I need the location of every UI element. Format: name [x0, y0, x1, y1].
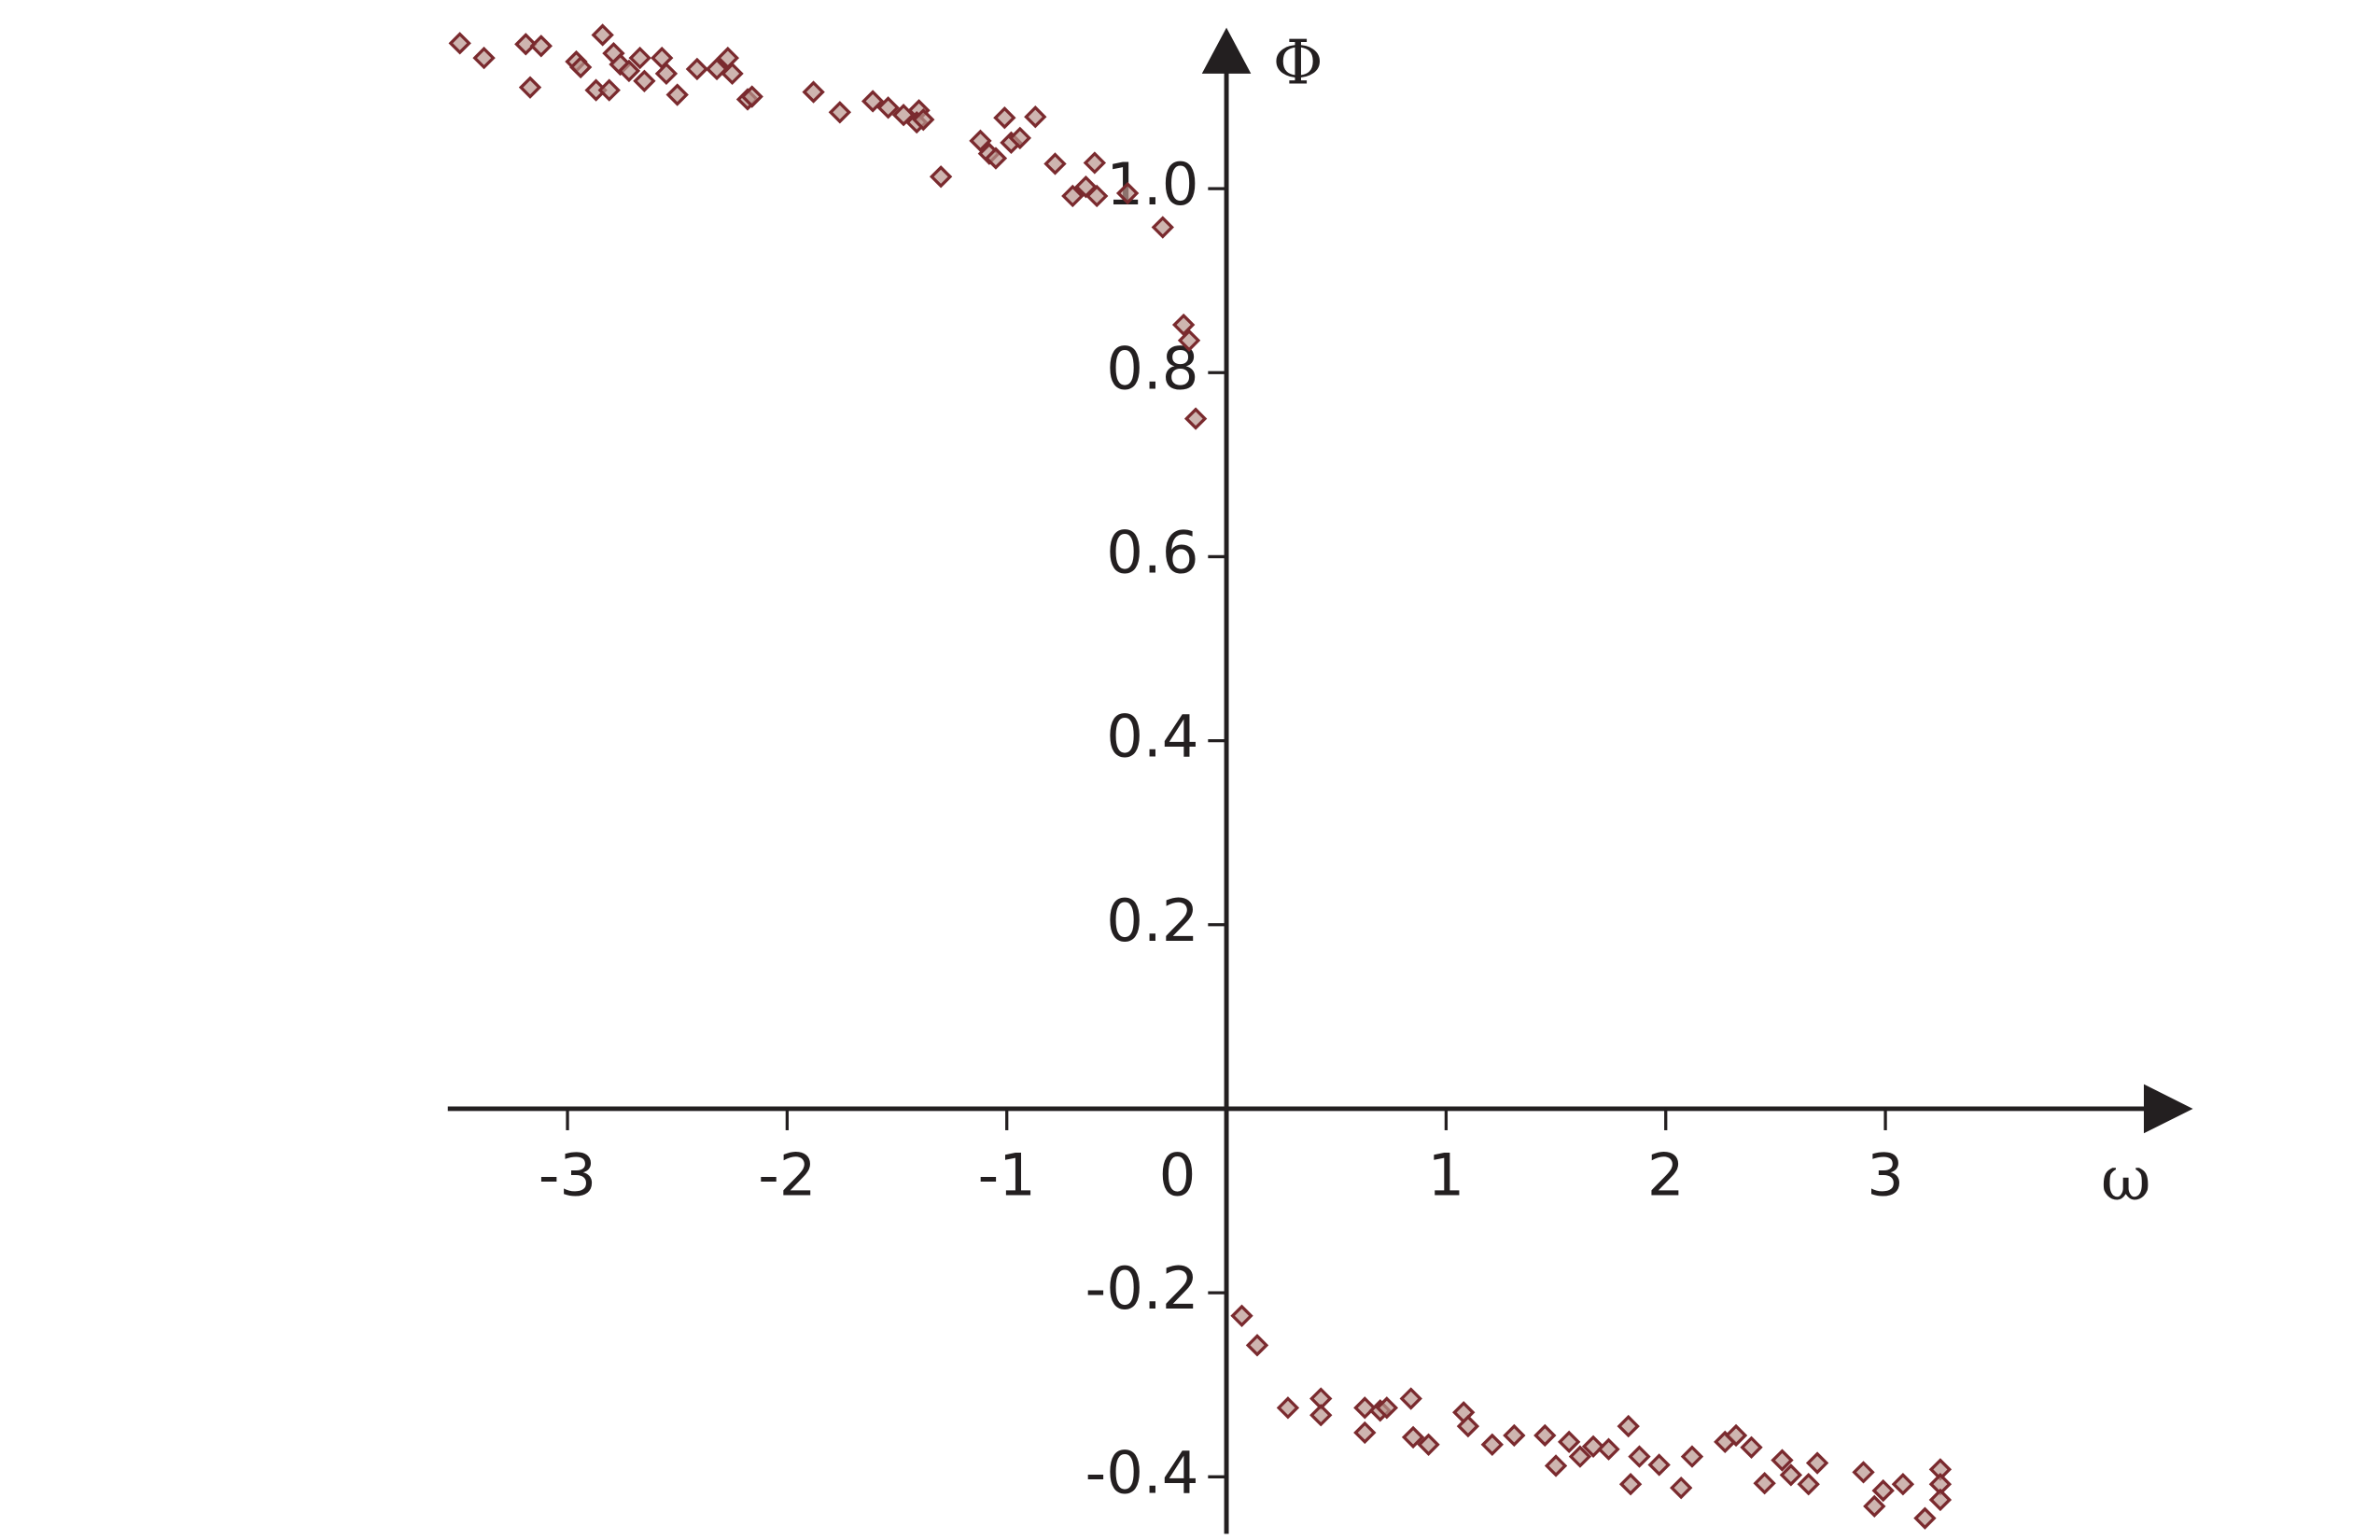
data-point	[1480, 1433, 1504, 1456]
data-point	[448, 32, 471, 55]
data-point	[1670, 1476, 1693, 1500]
x-tick-label: 2	[1647, 1141, 1685, 1210]
data-point	[1852, 1461, 1875, 1484]
data-point	[568, 55, 593, 79]
y-tick-label: 1.0	[1106, 150, 1198, 218]
data-point	[1581, 1435, 1605, 1458]
data-point	[1401, 1425, 1425, 1449]
data-point	[597, 78, 621, 102]
data-point	[1503, 1423, 1526, 1448]
data-point	[1230, 1304, 1253, 1327]
data-point	[1309, 1404, 1333, 1427]
y-axis-arrow	[1201, 27, 1252, 74]
y-axis-title: Φ	[1273, 27, 1323, 98]
data-point	[628, 46, 651, 70]
data-point	[1891, 1473, 1915, 1496]
data-point	[1928, 1488, 1953, 1512]
data-point	[633, 69, 656, 92]
data-point	[1753, 1472, 1776, 1495]
x-tick-label: 3	[1867, 1141, 1904, 1210]
data-point	[993, 106, 1016, 130]
data-point	[1171, 313, 1196, 337]
data-point	[1617, 1414, 1640, 1438]
data-point	[1647, 1453, 1671, 1477]
data-point	[1399, 1387, 1422, 1410]
data-point	[1740, 1435, 1763, 1459]
y-tick-label: -0.4	[1085, 1438, 1199, 1506]
data-point	[1597, 1437, 1620, 1461]
data-point	[1245, 1334, 1269, 1357]
data-point	[1724, 1423, 1748, 1448]
data-point	[1115, 181, 1140, 205]
data-point	[1533, 1423, 1557, 1448]
x-tick-label: 1	[1428, 1141, 1465, 1210]
data-point	[984, 147, 1008, 170]
data-point	[1618, 1473, 1643, 1496]
x-tick-label: -3	[539, 1141, 596, 1210]
data-point	[1544, 1454, 1568, 1477]
y-tick-label: -0.2	[1085, 1254, 1199, 1323]
data-point	[1353, 1421, 1377, 1445]
data-point	[518, 76, 542, 99]
data-point	[828, 101, 852, 124]
data-point	[1417, 1433, 1440, 1456]
data-point	[514, 33, 538, 56]
data-point	[617, 59, 641, 83]
data-point	[591, 23, 614, 47]
data-point	[654, 62, 679, 86]
data-point	[1375, 1396, 1399, 1420]
data-point	[969, 129, 992, 153]
x-tick-label: 0	[1159, 1141, 1197, 1210]
data-point	[472, 46, 496, 70]
data-point	[1151, 216, 1174, 239]
data-point	[929, 165, 953, 189]
data-point	[1183, 407, 1208, 430]
x-axis-arrow	[2143, 1084, 2193, 1134]
data-point	[1353, 1396, 1377, 1420]
x-tick-label: -1	[978, 1141, 1036, 1210]
data-point	[912, 107, 935, 132]
data-point	[1024, 105, 1047, 129]
data-point	[1083, 151, 1107, 175]
data-point	[1568, 1445, 1592, 1468]
data-point	[1863, 1494, 1886, 1519]
data-point	[1871, 1478, 1895, 1503]
data-point	[876, 96, 900, 119]
data-point	[1628, 1445, 1651, 1468]
data-point	[1913, 1506, 1937, 1530]
data-point	[1061, 184, 1085, 208]
data-point	[1177, 329, 1201, 352]
data-point	[861, 90, 885, 113]
data-point	[802, 80, 825, 104]
y-tick-label: 0.4	[1106, 703, 1198, 771]
data-point	[721, 62, 744, 86]
data-point	[1779, 1463, 1803, 1487]
data-point	[1557, 1430, 1581, 1454]
data-point	[740, 85, 763, 108]
data-point	[1085, 184, 1109, 208]
data-point	[685, 57, 709, 81]
data-point	[1008, 126, 1032, 150]
data-point	[1797, 1473, 1820, 1496]
data-point	[665, 83, 689, 106]
x-tick-label: -2	[758, 1141, 816, 1210]
data-point	[1276, 1396, 1300, 1420]
data-point	[529, 35, 553, 58]
data-point	[1043, 152, 1067, 175]
data-point	[1805, 1451, 1829, 1475]
y-tick-label: 0.2	[1106, 887, 1198, 955]
x-axis-title: ω	[2101, 1144, 2151, 1215]
data-point	[1680, 1445, 1704, 1468]
data-point	[1456, 1414, 1480, 1438]
y-tick-label: 0.6	[1106, 519, 1198, 587]
data-point	[1771, 1449, 1794, 1472]
